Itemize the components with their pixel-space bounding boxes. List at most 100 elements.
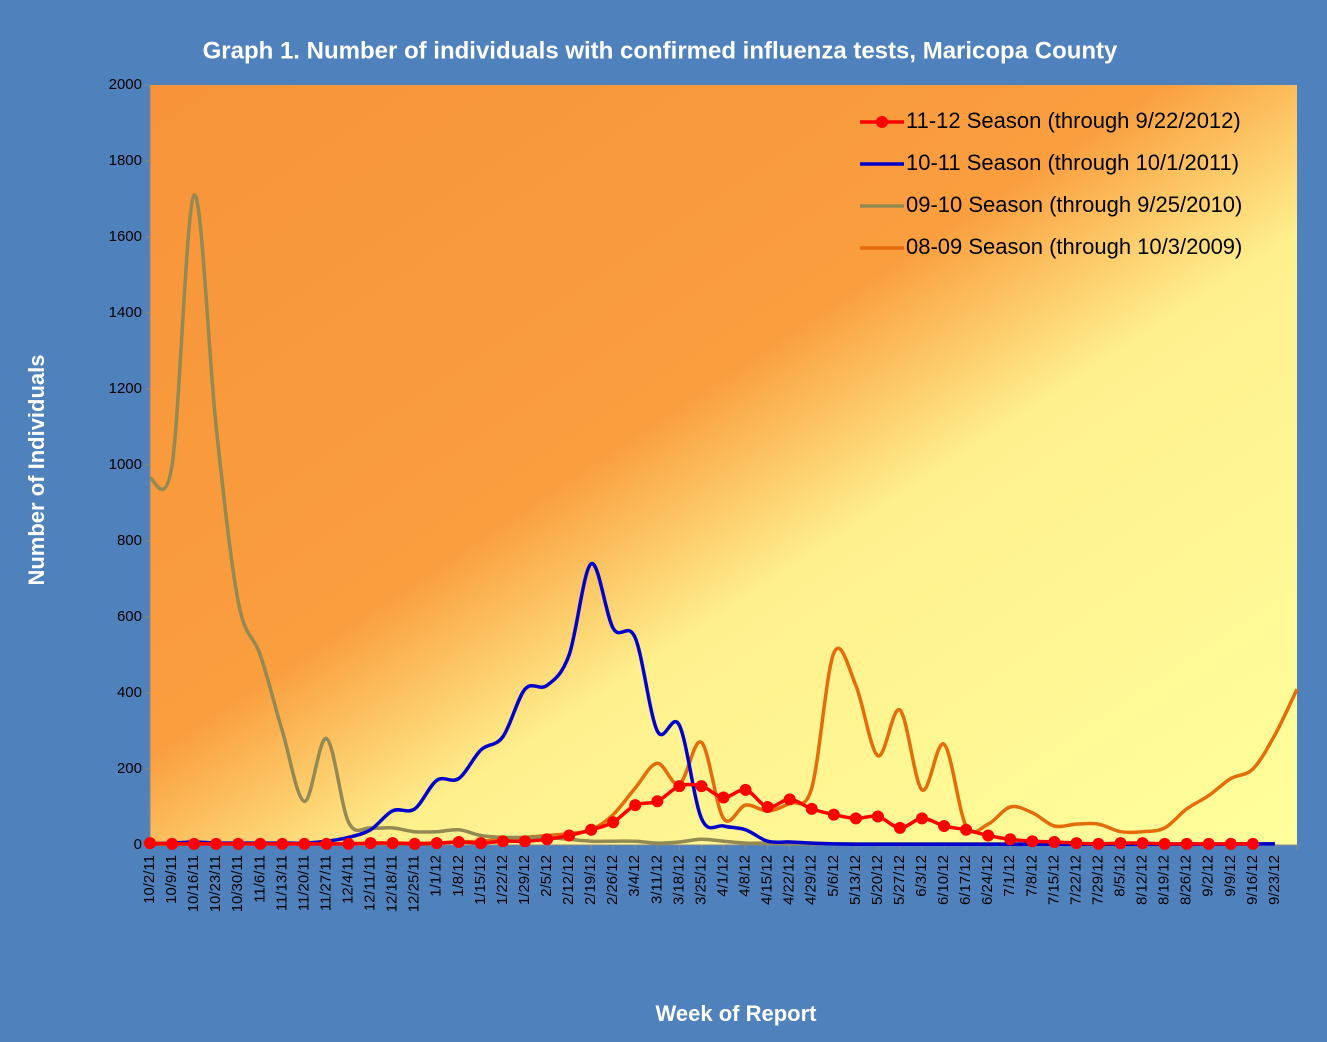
y-tick-label: 1600 bbox=[109, 228, 142, 245]
data-point bbox=[1114, 837, 1127, 850]
data-point bbox=[585, 823, 598, 836]
data-point bbox=[518, 835, 531, 848]
x-tick-label: 9/2/12 bbox=[1200, 855, 1217, 897]
x-tick-label: 4/29/12 bbox=[803, 855, 820, 905]
y-tick-label: 200 bbox=[117, 760, 142, 777]
data-point bbox=[982, 829, 995, 842]
data-point bbox=[563, 829, 576, 842]
data-point bbox=[1136, 837, 1149, 850]
data-point bbox=[408, 837, 421, 850]
data-point bbox=[805, 802, 818, 815]
data-point bbox=[188, 837, 201, 850]
data-point bbox=[430, 837, 443, 850]
x-tick-label: 2/26/12 bbox=[604, 855, 621, 905]
x-tick-label: 4/1/12 bbox=[714, 855, 731, 897]
x-tick-label: 3/4/12 bbox=[626, 855, 643, 897]
x-tick-label: 11/20/11 bbox=[295, 855, 312, 911]
x-tick-label: 12/18/11 bbox=[384, 855, 401, 912]
x-tick-label: 12/11/11 bbox=[362, 855, 379, 911]
data-point bbox=[144, 837, 156, 850]
data-point bbox=[717, 791, 730, 804]
data-point bbox=[1180, 837, 1193, 850]
data-point bbox=[893, 821, 906, 834]
x-tick-label: 3/11/12 bbox=[648, 855, 665, 904]
x-axis-label: Week of Report bbox=[656, 1001, 818, 1026]
data-point bbox=[254, 837, 267, 850]
x-tick-label: 5/20/12 bbox=[869, 855, 886, 905]
data-point bbox=[607, 816, 620, 829]
data-point bbox=[783, 793, 796, 806]
x-tick-label: 8/5/12 bbox=[1112, 855, 1129, 897]
data-point bbox=[166, 837, 179, 850]
x-tick-label: 9/23/12 bbox=[1266, 855, 1283, 905]
x-tick-label: 10/16/11 bbox=[185, 855, 202, 912]
x-tick-label: 6/3/12 bbox=[913, 855, 930, 897]
data-point bbox=[1202, 837, 1215, 850]
data-point bbox=[342, 837, 355, 850]
data-point bbox=[871, 810, 884, 823]
x-tick-label: 1/15/12 bbox=[472, 855, 489, 905]
data-point bbox=[827, 808, 840, 821]
x-tick-label: 1/8/12 bbox=[450, 855, 467, 897]
data-point bbox=[629, 799, 642, 812]
x-tick-label: 4/8/12 bbox=[737, 855, 754, 897]
y-tick-label: 0 bbox=[134, 836, 142, 853]
y-tick-label: 1200 bbox=[109, 380, 142, 397]
y-tick-label: 1400 bbox=[109, 304, 142, 321]
y-tick-label: 600 bbox=[117, 608, 142, 625]
x-tick-label: 10/2/11 bbox=[141, 855, 158, 904]
x-tick-label: 12/4/11 bbox=[339, 855, 356, 904]
x-tick-label: 1/22/12 bbox=[494, 855, 511, 905]
x-tick-label: 6/17/12 bbox=[957, 855, 974, 905]
data-point bbox=[1048, 835, 1061, 848]
data-point bbox=[1070, 837, 1083, 850]
data-point bbox=[960, 823, 973, 836]
data-point bbox=[1158, 837, 1171, 850]
data-point bbox=[938, 820, 951, 832]
x-tick-label: 11/27/11 bbox=[317, 855, 334, 911]
data-point bbox=[210, 837, 223, 850]
x-tick-label: 7/1/12 bbox=[1001, 855, 1018, 897]
x-tick-label: 2/12/12 bbox=[560, 855, 577, 905]
data-point bbox=[651, 795, 664, 808]
data-point bbox=[739, 783, 752, 796]
x-tick-label: 11/6/11 bbox=[251, 855, 268, 903]
data-point bbox=[320, 837, 333, 850]
x-tick-label: 5/27/12 bbox=[891, 855, 908, 905]
x-tick-label: 1/29/12 bbox=[516, 855, 533, 905]
data-point bbox=[673, 780, 686, 793]
data-point bbox=[916, 812, 929, 825]
x-tick-label: 8/19/12 bbox=[1156, 855, 1173, 905]
data-point bbox=[496, 835, 509, 848]
y-axis-label: Number of Individuals bbox=[24, 354, 49, 585]
data-point bbox=[1224, 837, 1237, 850]
x-tick-label: 1/1/12 bbox=[428, 855, 445, 897]
x-tick-label: 4/15/12 bbox=[759, 855, 776, 905]
x-tick-label: 8/26/12 bbox=[1178, 855, 1195, 905]
x-tick-label: 10/9/11 bbox=[163, 855, 180, 904]
data-point bbox=[232, 837, 245, 850]
x-tick-label: 4/22/12 bbox=[781, 855, 798, 905]
legend-label: 08-09 Season (through 10/3/2009) bbox=[906, 234, 1242, 259]
data-point bbox=[695, 780, 708, 793]
x-tick-label: 7/15/12 bbox=[1045, 855, 1062, 905]
x-tick-label: 11/13/11 bbox=[273, 855, 290, 911]
data-point bbox=[1004, 833, 1017, 846]
y-tick-label: 1800 bbox=[109, 152, 142, 169]
legend-label: 10-11 Season (through 10/1/2011) bbox=[906, 150, 1239, 175]
data-point bbox=[474, 837, 487, 850]
data-point bbox=[1246, 837, 1259, 850]
chart-title: Graph 1. Number of individuals with conf… bbox=[203, 37, 1118, 64]
x-tick-label: 10/23/11 bbox=[207, 855, 224, 912]
x-tick-label: 6/24/12 bbox=[979, 855, 996, 905]
y-tick-label: 1000 bbox=[109, 456, 142, 473]
y-tick-label: 400 bbox=[117, 684, 142, 701]
x-tick-label: 9/16/12 bbox=[1244, 855, 1261, 905]
data-point bbox=[1092, 837, 1105, 850]
legend-label: 11-12 Season (through 9/22/2012) bbox=[906, 108, 1241, 133]
data-point bbox=[849, 812, 862, 825]
y-tick-label: 2000 bbox=[109, 76, 142, 93]
x-tick-label: 7/22/12 bbox=[1067, 855, 1084, 905]
